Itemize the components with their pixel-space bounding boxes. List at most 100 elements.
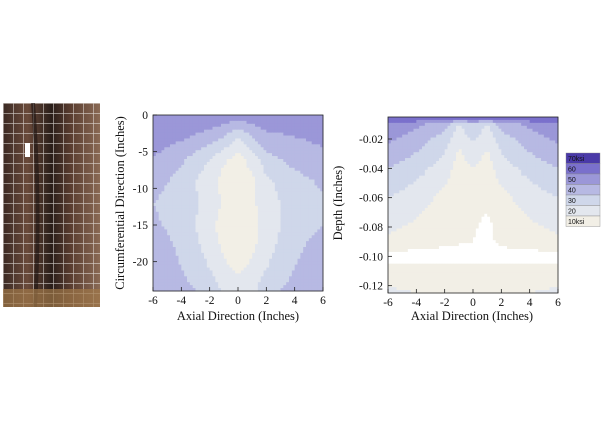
contour-cell <box>212 179 216 183</box>
contour-cell <box>181 164 185 169</box>
contour-cell <box>192 247 196 251</box>
contour-cell <box>405 161 409 165</box>
contour-cell <box>255 232 259 236</box>
contour-cell <box>450 152 454 156</box>
contour-cell <box>158 176 162 180</box>
contour-cell <box>209 208 213 213</box>
contour-cell <box>187 126 191 131</box>
contour-cell <box>526 122 531 127</box>
contour-cell <box>555 137 559 141</box>
contour-cell <box>201 117 205 122</box>
contour-cell <box>240 150 245 154</box>
contour-cell <box>311 117 315 122</box>
contour-cell <box>184 214 188 219</box>
contour-cell <box>306 264 310 268</box>
contour-cell <box>238 264 242 268</box>
contour-cell <box>198 238 202 242</box>
contour-cell <box>235 205 239 210</box>
contour-cell <box>187 205 191 210</box>
contour-cell <box>243 232 247 236</box>
contour-cell <box>170 276 174 280</box>
contour-cell <box>274 141 279 145</box>
contour-cell <box>303 117 307 122</box>
contour-cell <box>232 129 236 133</box>
contour-cell <box>490 172 494 177</box>
contour-cell <box>484 117 488 121</box>
contour-cell <box>291 115 296 119</box>
contour-cell <box>294 135 298 139</box>
contour-cell <box>240 229 245 233</box>
contour-cell <box>184 261 188 265</box>
contour-cell <box>291 161 296 166</box>
contour-cell <box>260 129 264 133</box>
contour-cell <box>252 217 256 221</box>
contour-cell <box>405 172 409 177</box>
contour-cell <box>243 117 247 122</box>
contour-cell <box>153 229 157 233</box>
contour-cell <box>314 255 318 260</box>
contour-cell <box>223 126 228 131</box>
contour-cell <box>252 120 256 125</box>
contour-cell <box>167 229 171 233</box>
contour-cell <box>450 149 454 153</box>
contour-cell <box>243 144 247 148</box>
contour-cell <box>260 123 264 128</box>
contour-cell <box>311 205 315 210</box>
contour-cell <box>170 270 174 274</box>
contour-cell <box>249 241 253 245</box>
contour-cell <box>221 197 225 201</box>
contour-cell <box>402 125 406 130</box>
contour-cell <box>221 156 225 160</box>
contour-cell <box>269 159 273 163</box>
contour-cell <box>317 267 321 271</box>
contour-cell <box>175 132 179 136</box>
contour-cell <box>206 141 211 145</box>
contour-cell <box>303 156 307 160</box>
contour-cell <box>552 122 556 127</box>
contour-cell <box>388 172 392 177</box>
contour-cell <box>274 179 279 183</box>
contour-cell <box>306 252 310 257</box>
contour-cell <box>541 149 545 153</box>
contour-cell <box>232 120 236 125</box>
contour-cell <box>314 285 318 289</box>
contour-cell <box>195 238 199 242</box>
contour-cell <box>172 203 177 207</box>
contour-cell <box>246 144 250 148</box>
contour-cell <box>407 149 412 153</box>
contour-cell <box>249 153 253 157</box>
contour-cell <box>490 128 494 133</box>
contour-cell <box>170 159 174 163</box>
contour-cell <box>153 247 157 251</box>
contour-cell <box>549 137 553 141</box>
contour-cell <box>555 140 559 144</box>
contour-cell <box>263 235 267 239</box>
contour-cell <box>538 146 542 150</box>
contour-cell <box>266 115 270 119</box>
contour-cell <box>192 235 196 239</box>
contour-cell <box>286 138 290 142</box>
contour-cell <box>153 153 157 157</box>
contour-cell <box>158 123 162 128</box>
contour-cell <box>198 129 202 133</box>
contour-cell <box>232 241 236 245</box>
contour-cell <box>161 185 165 189</box>
contour-cell <box>238 167 242 172</box>
contour-cell <box>294 232 298 236</box>
contour-cell <box>280 153 284 157</box>
contour-cell <box>192 135 196 139</box>
contour-cell <box>198 232 202 236</box>
contour-cell <box>175 279 179 283</box>
contour-cell <box>269 244 273 248</box>
contour-cell <box>274 270 279 274</box>
contour-cell <box>170 164 174 169</box>
contour-cell <box>291 197 296 201</box>
contour-cell <box>311 223 315 227</box>
contour-cell <box>467 140 471 144</box>
contour-cell <box>192 138 196 142</box>
contour-cell <box>303 214 307 219</box>
contour-cell <box>416 175 420 179</box>
contour-cell <box>212 144 216 148</box>
contour-cell <box>456 155 460 159</box>
contour-cell <box>178 115 182 119</box>
